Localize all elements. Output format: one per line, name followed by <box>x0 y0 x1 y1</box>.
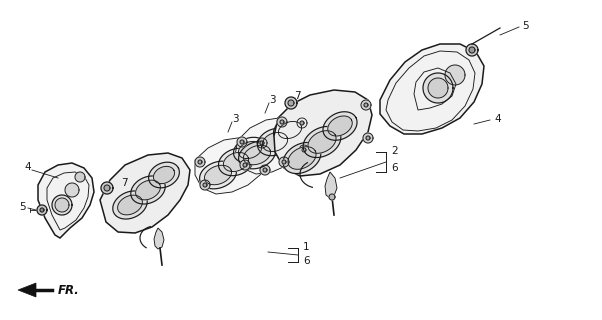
Text: FR.: FR. <box>58 284 79 297</box>
Polygon shape <box>200 180 210 190</box>
Polygon shape <box>100 153 190 233</box>
Polygon shape <box>285 97 297 109</box>
Polygon shape <box>263 168 267 172</box>
Polygon shape <box>361 100 371 110</box>
Polygon shape <box>154 166 175 184</box>
Polygon shape <box>300 121 304 125</box>
Polygon shape <box>238 141 262 159</box>
Polygon shape <box>65 183 79 197</box>
Polygon shape <box>238 141 275 169</box>
Text: 2: 2 <box>391 146 398 156</box>
Polygon shape <box>131 176 165 204</box>
Text: 6: 6 <box>303 256 309 266</box>
Text: 3: 3 <box>268 95 275 105</box>
Polygon shape <box>205 165 232 185</box>
Polygon shape <box>445 65 465 85</box>
Polygon shape <box>135 180 160 200</box>
Polygon shape <box>219 148 253 176</box>
Polygon shape <box>469 47 475 53</box>
Polygon shape <box>282 160 286 164</box>
Polygon shape <box>302 148 306 152</box>
Polygon shape <box>325 172 337 198</box>
Polygon shape <box>198 160 202 164</box>
Polygon shape <box>308 131 336 153</box>
Polygon shape <box>113 191 147 219</box>
Text: 5: 5 <box>522 21 529 31</box>
Polygon shape <box>260 165 270 175</box>
Polygon shape <box>423 73 453 103</box>
Polygon shape <box>260 141 264 145</box>
Polygon shape <box>240 160 250 170</box>
Polygon shape <box>223 152 249 172</box>
Polygon shape <box>299 145 309 155</box>
Polygon shape <box>303 126 341 157</box>
Polygon shape <box>363 133 373 143</box>
Polygon shape <box>288 100 294 106</box>
Polygon shape <box>243 145 270 165</box>
Polygon shape <box>327 116 352 136</box>
Polygon shape <box>288 147 316 169</box>
Polygon shape <box>104 185 110 191</box>
Polygon shape <box>258 128 293 156</box>
Polygon shape <box>38 163 94 238</box>
Text: 4: 4 <box>494 114 501 124</box>
Polygon shape <box>240 140 244 144</box>
Polygon shape <box>234 137 267 163</box>
Polygon shape <box>297 118 307 128</box>
Polygon shape <box>257 138 267 148</box>
Polygon shape <box>273 117 306 143</box>
Polygon shape <box>274 90 372 176</box>
Polygon shape <box>428 78 448 98</box>
Polygon shape <box>117 195 143 215</box>
Polygon shape <box>149 162 179 188</box>
Polygon shape <box>466 44 478 56</box>
Polygon shape <box>75 172 85 182</box>
Polygon shape <box>329 194 335 200</box>
Polygon shape <box>52 195 72 215</box>
Polygon shape <box>279 157 289 167</box>
Polygon shape <box>380 44 484 134</box>
Polygon shape <box>243 163 247 167</box>
Polygon shape <box>323 112 357 140</box>
Text: 3: 3 <box>232 114 238 124</box>
Polygon shape <box>235 117 308 174</box>
Polygon shape <box>237 137 247 147</box>
Polygon shape <box>283 142 321 173</box>
Polygon shape <box>37 205 47 215</box>
Polygon shape <box>280 120 284 124</box>
Polygon shape <box>203 183 207 187</box>
Polygon shape <box>195 137 268 194</box>
Polygon shape <box>262 132 288 152</box>
Polygon shape <box>195 157 205 167</box>
Text: 4: 4 <box>25 162 31 172</box>
Polygon shape <box>200 161 237 189</box>
Polygon shape <box>18 283 36 297</box>
Polygon shape <box>55 198 69 212</box>
Polygon shape <box>154 228 164 249</box>
Polygon shape <box>40 208 44 212</box>
Text: 7: 7 <box>294 91 300 101</box>
Polygon shape <box>277 117 287 127</box>
Text: 1: 1 <box>303 242 309 252</box>
Polygon shape <box>366 136 370 140</box>
Polygon shape <box>101 182 113 194</box>
Polygon shape <box>278 122 302 139</box>
Text: 7: 7 <box>120 178 127 188</box>
Text: 5: 5 <box>19 202 25 212</box>
Text: 6: 6 <box>391 163 398 173</box>
Polygon shape <box>364 103 368 107</box>
